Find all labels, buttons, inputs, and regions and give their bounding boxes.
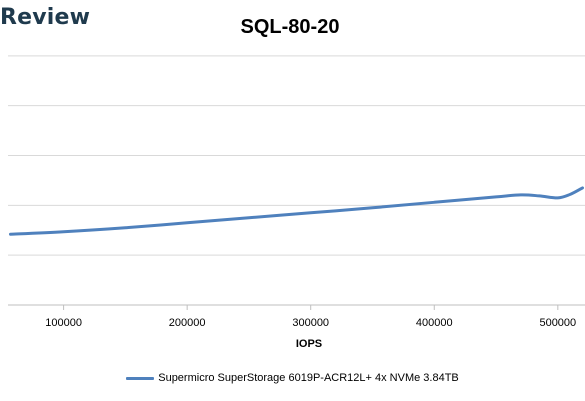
x-tick-label: 400000	[416, 317, 453, 329]
series-layer	[9, 186, 584, 236]
x-tick-labels: 100000 200000 300000 400000 500000	[45, 305, 576, 329]
x-tick-label: 300000	[292, 317, 329, 329]
x-tick-label: 500000	[539, 317, 576, 329]
site-logo: Review	[0, 5, 91, 30]
series-line	[9, 186, 584, 236]
legend-swatch	[126, 376, 155, 380]
gridlines	[8, 55, 585, 306]
x-axis-title: IOPS	[296, 338, 322, 350]
legend-label: Supermicro SuperStorage 6019P-ACR12L+ 4x…	[158, 372, 459, 384]
chart-legend: Supermicro SuperStorage 6019P-ACR12L+ 4x…	[0, 372, 585, 384]
x-tick-label: 200000	[169, 317, 206, 329]
x-tick-label: 100000	[45, 317, 82, 329]
chart-title: SQL-80-20	[240, 16, 340, 38]
